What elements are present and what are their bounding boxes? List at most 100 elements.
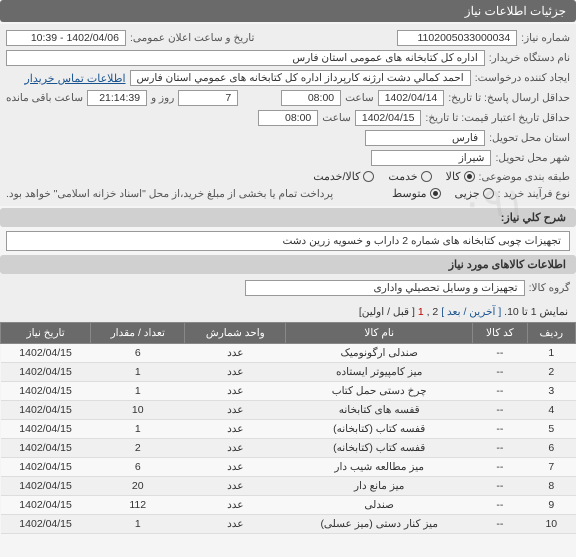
time-label-2: ساعت bbox=[322, 112, 351, 124]
table-cell: 3 bbox=[527, 382, 575, 401]
table-cell: 1402/04/15 bbox=[1, 458, 91, 477]
remain-label: ساعت باقی مانده bbox=[6, 92, 83, 104]
pagination-last[interactable]: [ آخرین bbox=[469, 306, 501, 318]
category-radios: کالا خدمت کالا/خدمت bbox=[313, 170, 474, 183]
table-header-row: ردیف کد کالا نام کالا واحد شمارش تعداد /… bbox=[1, 323, 576, 344]
table-cell: 6 bbox=[527, 439, 575, 458]
table-cell: عدد bbox=[185, 344, 286, 363]
table-row: 4--قفسه های کتابخانهعدد101402/04/15 bbox=[1, 401, 576, 420]
table-cell: -- bbox=[473, 458, 527, 477]
th-qty: تعداد / مقدار bbox=[91, 323, 185, 344]
days-label: روز و bbox=[151, 92, 174, 104]
need-no-value: 1102005033000034 bbox=[397, 30, 517, 46]
table-cell: عدد bbox=[185, 496, 286, 515]
table-cell: عدد bbox=[185, 401, 286, 420]
pagination-next[interactable]: / بعد ] bbox=[441, 306, 466, 318]
purchase-note: پرداخت تمام یا بخشی از مبلغ خرید،از محل … bbox=[6, 188, 333, 200]
remain-time: 21:14:39 bbox=[87, 90, 147, 106]
table-cell: -- bbox=[473, 382, 527, 401]
radio-both-label: کالا/خدمت bbox=[313, 170, 360, 183]
table-row: 3--چرخ دستی حمل کتابعدد11402/04/15 bbox=[1, 382, 576, 401]
table-cell: قفسه کتاب (کتابخانه) bbox=[286, 439, 473, 458]
radio-both[interactable] bbox=[363, 171, 374, 182]
table-cell: -- bbox=[473, 477, 527, 496]
radio-goods[interactable] bbox=[464, 171, 475, 182]
table-row: 6--قفسه کتاب (کتابخانه)عدد21402/04/15 bbox=[1, 439, 576, 458]
table-cell: -- bbox=[473, 496, 527, 515]
table-cell: میز مطالعه شیب دار bbox=[286, 458, 473, 477]
table-cell: 20 bbox=[91, 477, 185, 496]
table-cell: 1402/04/15 bbox=[1, 363, 91, 382]
th-name: نام کالا bbox=[286, 323, 473, 344]
radio-minor[interactable] bbox=[483, 188, 494, 199]
validity-label: حداقل تاریخ اعتبار قیمت: تا تاریخ: bbox=[425, 112, 570, 124]
table-cell: -- bbox=[473, 420, 527, 439]
desc-text: تجهیزات چوبی کتابخانه های شماره 2 داراب … bbox=[6, 231, 570, 251]
th-unit: واحد شمارش bbox=[185, 323, 286, 344]
table-cell: عدد bbox=[185, 382, 286, 401]
table-row: 5--قفسه کتاب (کتابخانه)عدد11402/04/15 bbox=[1, 420, 576, 439]
pagination-prefix: نمایش 1 تا 10. bbox=[501, 306, 568, 318]
table-cell: 10 bbox=[527, 515, 575, 534]
table-cell: 5 bbox=[527, 420, 575, 439]
table-cell: -- bbox=[473, 344, 527, 363]
th-date: تاریخ نیاز bbox=[1, 323, 91, 344]
deadline-date: 1402/04/14 bbox=[378, 90, 445, 106]
deadline-time: 08:00 bbox=[281, 90, 341, 106]
form-section: شماره نیاز: 1102005033000034 تاریخ و ساع… bbox=[0, 24, 576, 206]
th-code: کد کالا bbox=[473, 323, 527, 344]
table-cell: 6 bbox=[91, 458, 185, 477]
table-cell: 1 bbox=[527, 344, 575, 363]
table-cell: 1402/04/15 bbox=[1, 515, 91, 534]
table-row: 9--صندلیعدد1121402/04/15 bbox=[1, 496, 576, 515]
table-cell: میز مانع دار bbox=[286, 477, 473, 496]
pagination: نمایش 1 تا 10. [ آخرین / بعد ] 2 , 1 [ ق… bbox=[0, 302, 576, 322]
table-cell: 1 bbox=[91, 382, 185, 401]
pagination-p2[interactable]: 2 bbox=[432, 306, 438, 318]
table-cell: 2 bbox=[527, 363, 575, 382]
table-cell: میز کامپیوتر ایستاده bbox=[286, 363, 473, 382]
table-cell: 1402/04/15 bbox=[1, 420, 91, 439]
table-cell: 2 bbox=[91, 439, 185, 458]
table-cell: چرخ دستی حمل کتاب bbox=[286, 382, 473, 401]
table-cell: 10 bbox=[91, 401, 185, 420]
table-cell: 6 bbox=[91, 344, 185, 363]
announce-label: تاریخ و ساعت اعلان عمومی: bbox=[130, 32, 254, 44]
table-cell: 1402/04/15 bbox=[1, 401, 91, 420]
purchase-type-label: نوع فرآیند خرید : bbox=[498, 188, 570, 200]
radio-service-label: خدمت bbox=[388, 170, 417, 183]
table-row: 7--میز مطالعه شیب دارعدد61402/04/15 bbox=[1, 458, 576, 477]
table-cell: -- bbox=[473, 363, 527, 382]
table-cell: -- bbox=[473, 401, 527, 420]
deadline-label: حداقل ارسال پاسخ: تا تاریخ: bbox=[448, 92, 570, 104]
table-row: 1--صندلی ارگونومیکعدد61402/04/15 bbox=[1, 344, 576, 363]
table-cell: قفسه های کتابخانه bbox=[286, 401, 473, 420]
group-label: گروه کالا: bbox=[529, 282, 570, 294]
table-cell: 1402/04/15 bbox=[1, 344, 91, 363]
group-value: تجهیزات و وسایل تحصیلي واداری bbox=[245, 280, 525, 296]
province-value: فارس bbox=[365, 130, 485, 146]
radio-minor-label: جزیی bbox=[455, 187, 480, 200]
page-header: جزئیات اطلاعات نیاز bbox=[0, 0, 576, 22]
requester-label: ایجاد کننده درخواست: bbox=[475, 72, 570, 84]
table-cell: 1402/04/15 bbox=[1, 439, 91, 458]
days-value: 7 bbox=[178, 90, 238, 106]
table-cell: 112 bbox=[91, 496, 185, 515]
time-label-1: ساعت bbox=[345, 92, 374, 104]
need-no-label: شماره نیاز: bbox=[521, 32, 570, 44]
table-cell: 9 bbox=[527, 496, 575, 515]
table-cell: عدد bbox=[185, 363, 286, 382]
validity-date: 1402/04/15 bbox=[355, 110, 422, 126]
city-label: شهر محل تحویل: bbox=[495, 152, 570, 164]
radio-service[interactable] bbox=[421, 171, 432, 182]
table-cell: عدد bbox=[185, 458, 286, 477]
table-cell: عدد bbox=[185, 420, 286, 439]
table-cell: -- bbox=[473, 515, 527, 534]
table-cell: میز کنار دستی (میز عسلی) bbox=[286, 515, 473, 534]
radio-medium[interactable] bbox=[430, 188, 441, 199]
table-row: 10--میز کنار دستی (میز عسلی)عدد11402/04/… bbox=[1, 515, 576, 534]
buyer-value: اداره کل کتابخانه های عمومی استان فارس bbox=[6, 50, 485, 66]
radio-goods-label: کالا bbox=[446, 170, 461, 183]
items-table: ردیف کد کالا نام کالا واحد شمارش تعداد /… bbox=[0, 322, 576, 534]
contact-link[interactable]: اطلاعات تماس خریدار bbox=[25, 72, 126, 85]
